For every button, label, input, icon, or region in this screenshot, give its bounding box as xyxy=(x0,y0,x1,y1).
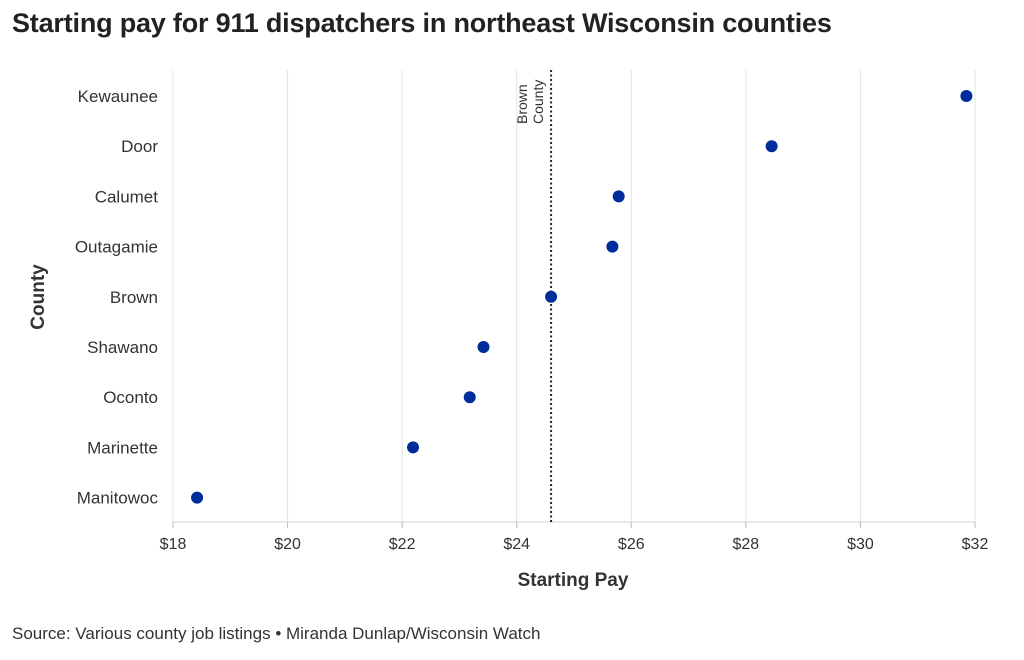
reference-line-label: County xyxy=(530,80,546,124)
data-point xyxy=(407,441,420,454)
data-point xyxy=(545,290,558,303)
y-category-label: Manitowoc xyxy=(77,489,159,508)
data-point xyxy=(477,341,490,353)
chart-title: Starting pay for 911 dispatchers in nort… xyxy=(12,8,832,38)
grid-lines xyxy=(172,70,976,522)
y-category-label: Door xyxy=(121,137,158,156)
x-tick-label: $18 xyxy=(160,536,187,553)
x-tick-label: $22 xyxy=(389,536,416,553)
y-category-label: Oconto xyxy=(103,388,158,407)
y-axis-title: County xyxy=(28,264,49,330)
y-category-label: Kewaunee xyxy=(78,87,158,106)
y-category-label: Brown xyxy=(110,288,158,307)
x-axis-title: Starting Pay xyxy=(518,570,629,591)
data-point xyxy=(612,190,625,203)
x-tick-label: $32 xyxy=(962,536,989,553)
source-note: Source: Various county job listings • Mi… xyxy=(12,624,541,643)
x-tick-label: $28 xyxy=(733,536,760,553)
reference-line-label: Brown xyxy=(514,84,530,124)
data-point xyxy=(606,240,619,253)
data-point xyxy=(191,491,204,504)
x-tick-label: $20 xyxy=(274,536,301,553)
y-category-label: Marinette xyxy=(87,438,158,457)
x-tick-label: $26 xyxy=(618,536,645,553)
data-point xyxy=(765,140,778,153)
data-point xyxy=(463,391,476,404)
y-category-label: Shawano xyxy=(87,338,158,357)
data-point xyxy=(960,90,973,102)
axes: $18 $20 $22 $24 $26 $28 $30 $32 Kewaunee Door Calu… xyxy=(75,87,989,553)
y-category-label: Calumet xyxy=(95,187,159,206)
data-points xyxy=(191,90,973,504)
x-tick-label: $30 xyxy=(847,536,874,553)
x-tick-label: $24 xyxy=(503,536,530,553)
y-category-label: Outagamie xyxy=(75,238,158,257)
